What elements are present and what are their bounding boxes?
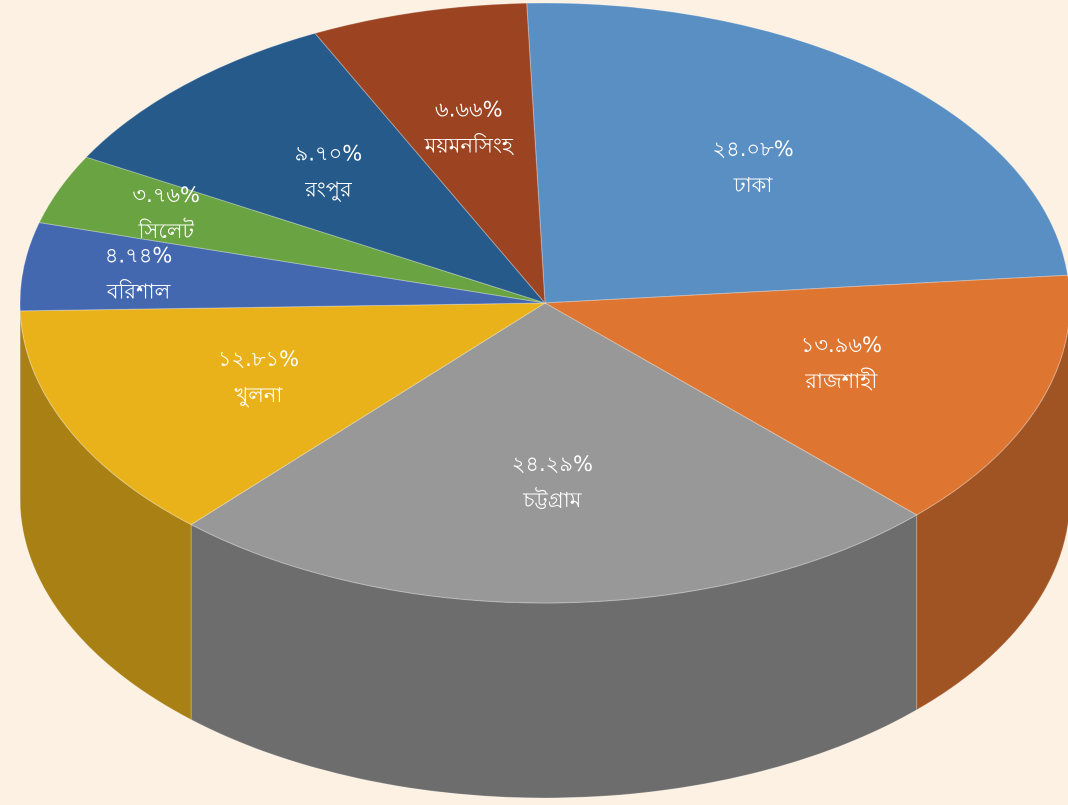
slice xyxy=(543,274,1068,516)
data-label: ৯.৭০% xyxy=(295,141,363,165)
data-label: ২৪.২৯% xyxy=(512,452,593,476)
data-label: ৪.৭৪% xyxy=(105,243,173,267)
category-label: বরিশাল xyxy=(106,279,171,303)
category-label: চট্টগ্রাম xyxy=(522,487,581,512)
slice xyxy=(19,221,546,312)
data-label: ৬.৬৬% xyxy=(435,97,503,121)
slice xyxy=(526,2,1068,304)
data-label: ২৪.০৮% xyxy=(712,137,793,161)
category-label: রংপুর xyxy=(304,177,352,201)
category-label: রাজশাহী xyxy=(804,368,878,393)
data-label: ৩.৭৬% xyxy=(132,183,200,207)
slice xyxy=(19,302,547,526)
category-label: ময়মনসিংহ xyxy=(424,133,514,157)
category-label: খুলনা xyxy=(234,383,283,407)
slice xyxy=(190,302,918,604)
slice xyxy=(314,2,546,305)
category-label: সিলেট xyxy=(138,218,195,243)
slice-side xyxy=(190,514,918,799)
data-label: ১২.৮১% xyxy=(218,347,299,371)
slice xyxy=(85,32,547,305)
category-label: ঢাকা xyxy=(733,173,774,197)
data-label: ১৩.৯৬% xyxy=(801,333,882,357)
slice xyxy=(38,156,546,304)
